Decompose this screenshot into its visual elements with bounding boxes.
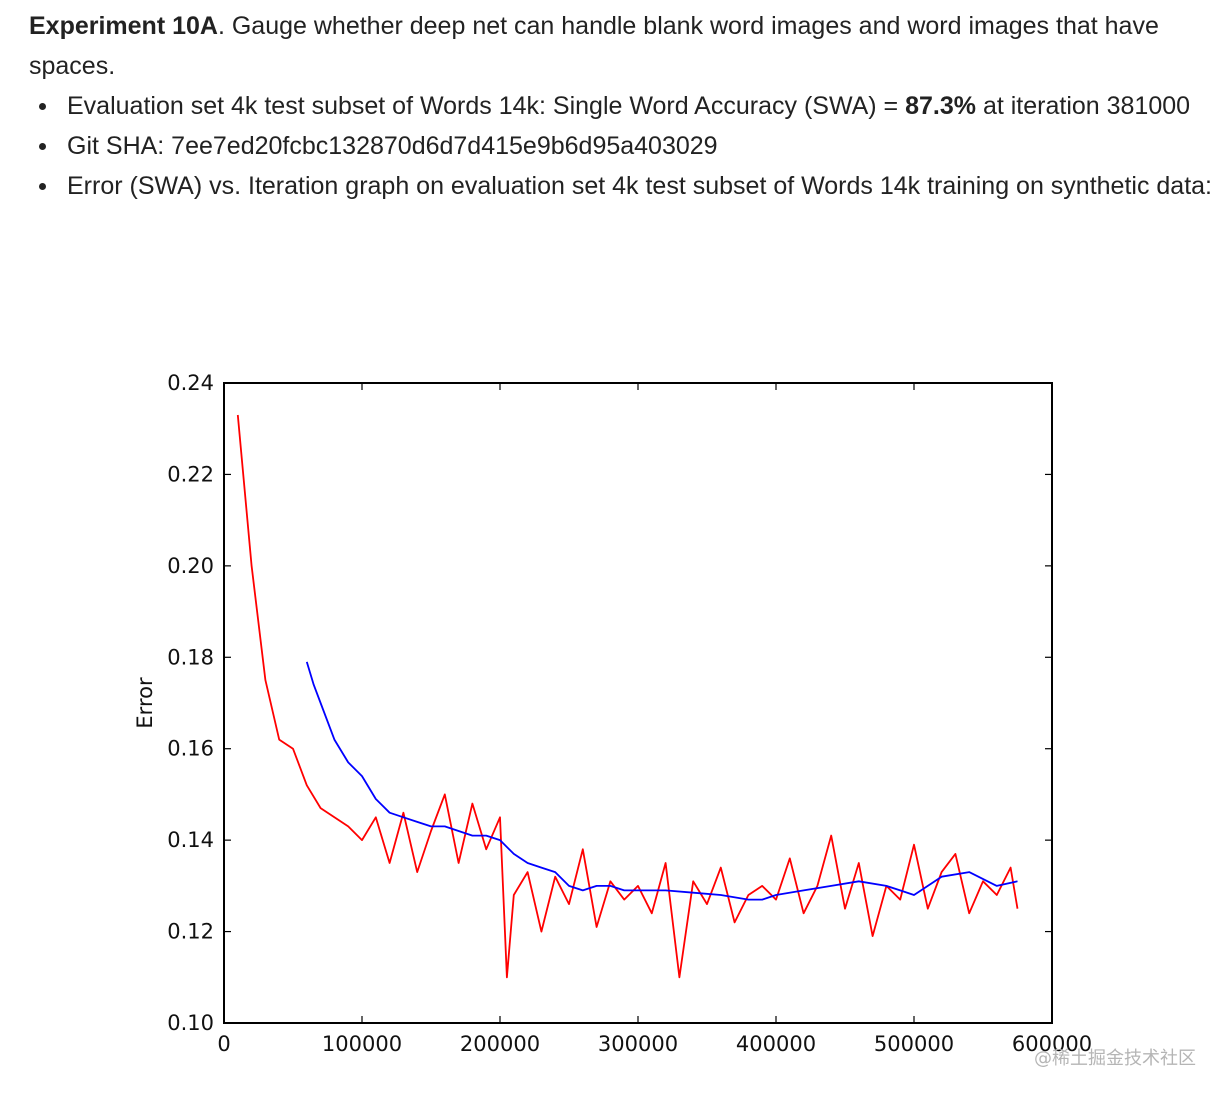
- x-tick-label: 400000: [736, 1032, 816, 1056]
- smoothed-error-line: [305, 661, 1018, 901]
- y-tick-label: 0.12: [167, 920, 214, 944]
- x-tick-label: 600000: [1012, 1032, 1092, 1056]
- document-body: Experiment 10A. Gauge whether deep net c…: [29, 6, 1214, 206]
- accuracy-value: 87.3%: [905, 92, 976, 120]
- y-tick-label: 0.20: [167, 554, 214, 578]
- experiment-title: Experiment 10A: [29, 12, 218, 40]
- y-tick-label: 0.24: [167, 371, 214, 395]
- graph-caption-text: Error (SWA) vs. Iteration graph on evalu…: [67, 172, 1213, 200]
- y-tick-label: 0.16: [167, 737, 214, 761]
- experiment-description: . Gauge whether deep net can handle blan…: [29, 12, 1159, 80]
- x-tick-label: 100000: [322, 1032, 402, 1056]
- iteration-text: at iteration 381000: [976, 92, 1191, 120]
- y-tick-label: 0.22: [167, 462, 214, 486]
- git-sha-text: Git SHA: 7ee7ed20fcbc132870d6d7d415e9b6d…: [67, 132, 718, 160]
- y-axis-label: Error: [133, 677, 157, 729]
- raw-error-line: [236, 414, 1019, 979]
- x-tick-label: 300000: [598, 1032, 678, 1056]
- experiment-heading: Experiment 10A. Gauge whether deep net c…: [29, 6, 1214, 86]
- plot-frame: [223, 382, 1053, 1024]
- y-tick-label: 0.14: [167, 828, 214, 852]
- list-item-evaluation: Evaluation set 4k test subset of Words 1…: [39, 86, 1214, 126]
- y-tick-label: 0.10: [167, 1011, 214, 1035]
- y-tick-label: 0.18: [167, 645, 214, 669]
- x-tick-label: 0: [217, 1032, 230, 1056]
- list-item-git-sha: Git SHA: 7ee7ed20fcbc132870d6d7d415e9b6d…: [39, 126, 1214, 166]
- list-item-graph-caption: Error (SWA) vs. Iteration graph on evalu…: [39, 166, 1214, 206]
- watermark-text: @稀土掘金技术社区: [1034, 1048, 1196, 1069]
- evaluation-text: Evaluation set 4k test subset of Words 1…: [67, 92, 906, 120]
- x-tick-label: 500000: [874, 1032, 954, 1056]
- x-tick-label: 200000: [460, 1032, 540, 1056]
- bullet-list: Evaluation set 4k test subset of Words 1…: [29, 86, 1214, 206]
